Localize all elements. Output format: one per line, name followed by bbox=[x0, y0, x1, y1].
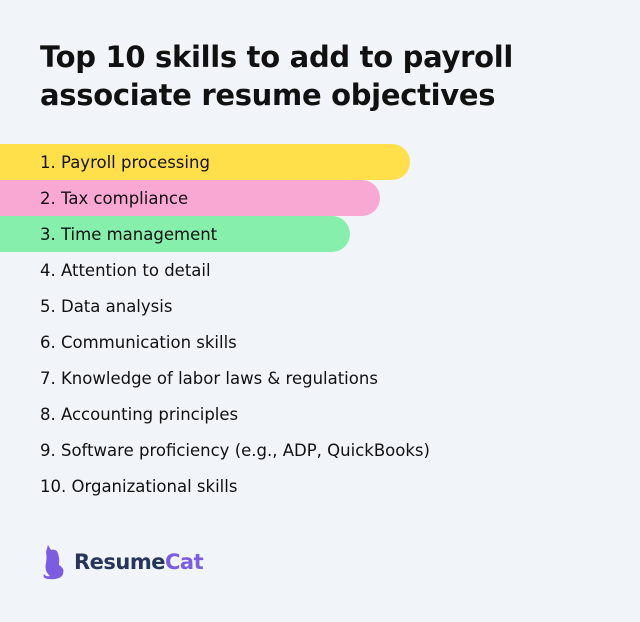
skill-item: 10. Organizational skills bbox=[0, 468, 237, 504]
logo-text-resume: Resume bbox=[74, 550, 166, 574]
skill-label: 7. Knowledge of labor laws & regulations bbox=[40, 368, 378, 388]
skill-label: 3. Time management bbox=[40, 224, 218, 244]
skill-item: 4. Attention to detail bbox=[0, 252, 211, 288]
skill-item: 2. Tax compliance bbox=[0, 180, 380, 216]
skill-label: 5. Data analysis bbox=[40, 296, 173, 316]
logo-text-cat: Cat bbox=[165, 550, 204, 574]
skill-label: 10. Organizational skills bbox=[40, 476, 238, 496]
skill-label: 9. Software proficiency (e.g., ADP, Quic… bbox=[40, 440, 430, 460]
skill-item: 9. Software proficiency (e.g., ADP, Quic… bbox=[0, 432, 430, 468]
skill-label: 1. Payroll processing bbox=[40, 152, 210, 172]
skill-item: 5. Data analysis bbox=[0, 288, 172, 324]
skill-item: 6. Communication skills bbox=[0, 324, 237, 360]
resumecat-logo: ResumeCat bbox=[40, 543, 204, 581]
skill-label: 8. Accounting principles bbox=[40, 404, 239, 424]
skill-item: 8. Accounting principles bbox=[0, 396, 238, 432]
skill-item: 1. Payroll processing bbox=[0, 144, 410, 180]
skill-label: 6. Communication skills bbox=[40, 332, 237, 352]
skill-label: 2. Tax compliance bbox=[40, 188, 189, 208]
skill-item: 3. Time management bbox=[0, 216, 350, 252]
cat-icon bbox=[43, 545, 64, 580]
page-title: Top 10 skills to add to payroll associat… bbox=[40, 40, 513, 112]
skill-item: 7. Knowledge of labor laws & regulations bbox=[0, 360, 378, 396]
skill-label: 4. Attention to detail bbox=[40, 260, 211, 280]
